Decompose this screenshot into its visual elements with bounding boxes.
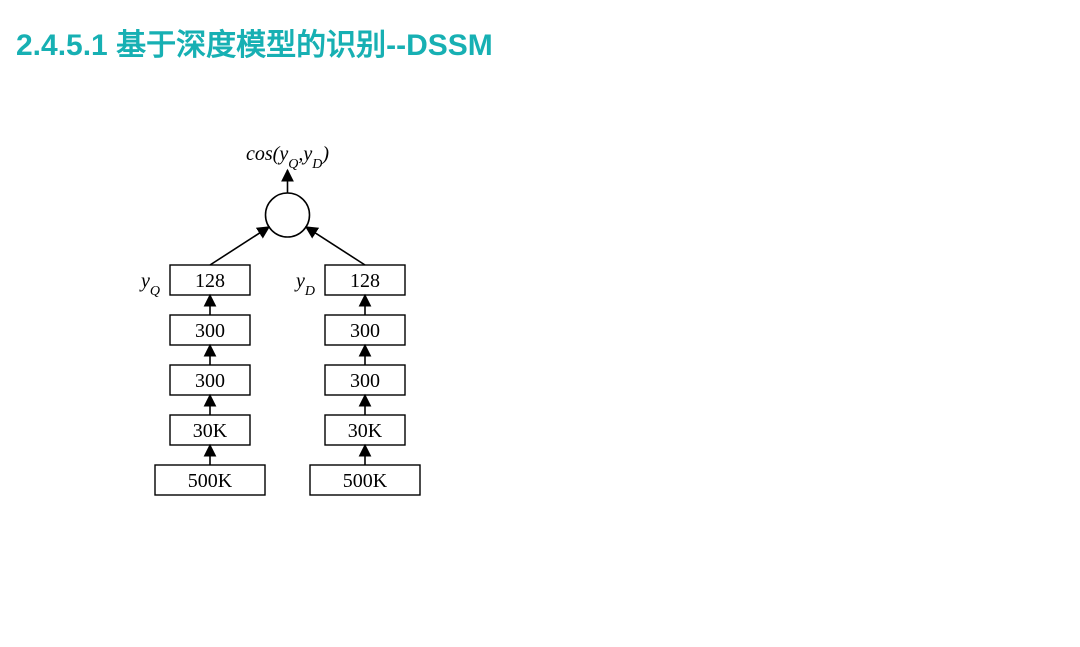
cosine-node <box>266 193 310 237</box>
title-en: DSSM <box>406 29 493 62</box>
layer-size: 300 <box>195 320 225 342</box>
layer-size: 30K <box>348 420 383 442</box>
dssm-architecture-diagram: cos(yQ,yD) 128 300 300 30K 500K 128 300 300 30K 50… <box>10 130 530 570</box>
slide: 2.4.5.1 基于深度模型的识别--DSSM cos(yQ,yD) 128 300… <box>0 0 1080 647</box>
layer-size: 500K <box>343 470 388 492</box>
cos-label: cos(yQ,yD) <box>246 143 329 172</box>
svg-text:yD: yD <box>294 270 315 299</box>
layer-size: 128 <box>195 270 225 292</box>
title-number: 2.4.5.1 <box>16 29 108 62</box>
layer-size: 30K <box>193 420 228 442</box>
title-cn: 基于深度模型的识别-- <box>116 29 406 62</box>
layer-size: 300 <box>195 370 225 392</box>
layer-size: 300 <box>350 370 380 392</box>
slide-title: 2.4.5.1 基于深度模型的识别--DSSM <box>16 20 493 64</box>
layer-size: 300 <box>350 320 380 342</box>
layer-size: 128 <box>350 270 380 292</box>
svg-text:yQ: yQ <box>139 270 160 299</box>
similarity-diagram <box>540 120 1080 580</box>
layer-size: 500K <box>188 470 233 492</box>
